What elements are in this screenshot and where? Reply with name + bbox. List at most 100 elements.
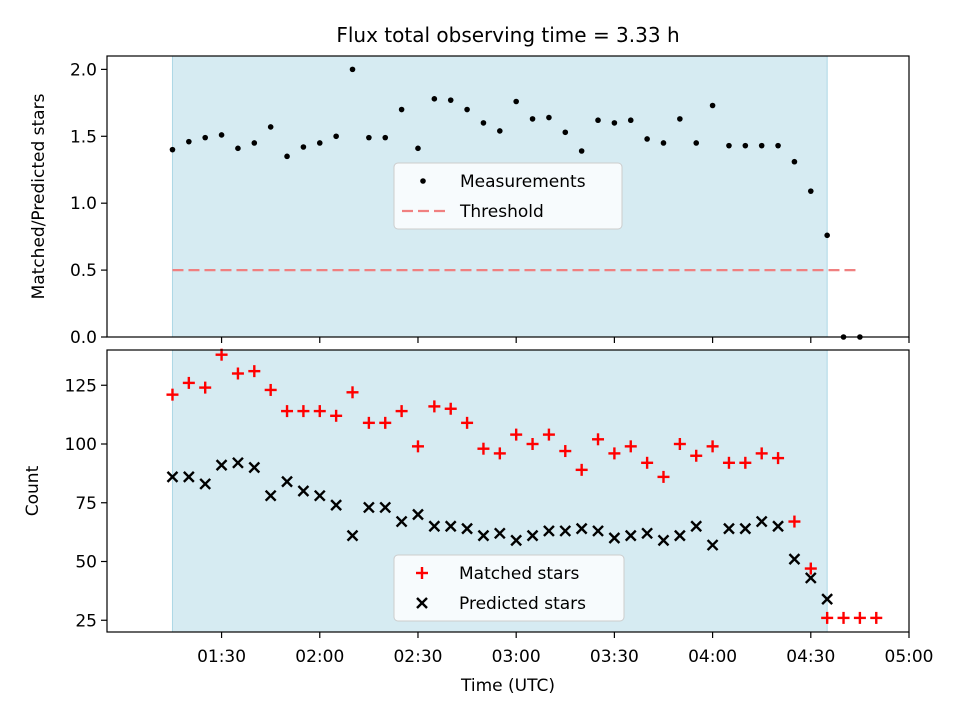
matched-star-point (281, 405, 294, 418)
predicted-star-point (739, 522, 752, 535)
predicted-star-point (395, 515, 408, 528)
measurement-point (235, 145, 241, 152)
measurement-point (726, 142, 732, 149)
predicted-star-point (755, 515, 768, 528)
counts-panel: 25 50 75 100 125 01:30 02:00 02:30 03:00 03:30 04… (23, 348, 934, 696)
measurement-point (480, 120, 487, 126)
measurement-point (398, 106, 405, 113)
matched-star-point (215, 348, 228, 361)
matched-star-point (559, 445, 572, 458)
y-tick-label: 1.5 (70, 127, 97, 147)
predicted-star-point (690, 520, 703, 533)
predicted-star-point (313, 489, 326, 502)
measurement-point (529, 116, 536, 122)
measurement-point (627, 117, 634, 124)
matched-star-point (444, 402, 457, 415)
x-tick-label: 04:00 (688, 647, 737, 667)
matched-star-point (870, 611, 883, 624)
measurement-point (693, 140, 700, 146)
measurement-point (644, 136, 650, 142)
measurement-point (742, 142, 749, 149)
legend-predicted-marker (416, 597, 428, 609)
matched-star-point (461, 416, 474, 429)
measurement-point (595, 117, 601, 124)
predicted-star-point (248, 461, 261, 474)
predicted-star-point (706, 539, 719, 551)
y-tick-label: 50 (75, 553, 97, 573)
counts-legend: Matched stars Predicted stars (393, 554, 625, 622)
measurement-point (709, 102, 716, 109)
y-tick-label: 100 (65, 435, 97, 455)
matched-star-point (837, 611, 850, 624)
legend-matched-label: Matched stars (459, 564, 579, 584)
measurement-point (169, 146, 176, 153)
measurement-point (660, 140, 667, 146)
predicted-star-point (166, 471, 179, 483)
predicted-star-point (592, 525, 604, 537)
matched-star-point (297, 405, 310, 418)
matched-star-point (542, 428, 555, 441)
matched-star-point (657, 470, 670, 483)
matched-star-point (411, 440, 424, 453)
x-tick-label: 02:30 (393, 647, 442, 667)
predicted-star-point (444, 520, 457, 533)
x-tick-label: 01:30 (197, 647, 246, 667)
predicted-star-point (182, 471, 195, 483)
measurement-point (562, 129, 569, 136)
measurement-point (677, 116, 683, 122)
predicted-star-point (215, 459, 228, 471)
matched-star-point (379, 416, 392, 429)
counts-plot-frame (106, 349, 910, 633)
x-tick-label: 05:00 (885, 647, 934, 667)
predicted-star-point (526, 529, 539, 542)
predicted-star-point (330, 499, 342, 511)
matched-star-point (788, 515, 801, 528)
x-tick-label: 03:30 (590, 647, 639, 667)
matched-star-point (264, 383, 277, 396)
predicted-star-point (723, 522, 735, 535)
predicted-star-point (461, 522, 473, 535)
ratio-panel: 0.00.51.01.52.0 Matched/Predicted stars … (29, 55, 910, 348)
matched-stars-points (166, 348, 883, 624)
legend-predicted-label: Predicted stars (459, 594, 586, 614)
matched-star-point (346, 386, 359, 399)
predicted-star-point (772, 520, 784, 533)
measurement-point (284, 153, 290, 160)
measurement-point (824, 232, 830, 239)
x-axis-label: Time (UTC) (460, 676, 555, 696)
predicted-star-point (297, 485, 310, 497)
predicted-star-point (477, 529, 490, 542)
measurement-point (202, 134, 209, 141)
measurement-point (366, 134, 372, 141)
measurement-point (251, 140, 258, 146)
measurement-point (415, 145, 421, 152)
matched-star-point (510, 428, 523, 441)
measurement-point (267, 124, 274, 130)
legend-measurements-label: Measurements (460, 172, 586, 192)
matched-star-point (182, 376, 195, 389)
measurement-point (513, 98, 519, 105)
predicted-star-point (543, 525, 555, 537)
matched-star-point (722, 456, 735, 469)
ratio-y-axis: 0.0 0.5 1.0 1.5 2.0 (70, 60, 107, 348)
matched-star-point (428, 400, 441, 413)
predicted-star-point (821, 593, 834, 605)
matched-star-point (362, 416, 375, 429)
predicted-star-point (199, 478, 212, 490)
predicted-star-point (608, 532, 621, 544)
predicted-star-point (657, 534, 670, 547)
x-tick-label: 02:00 (295, 647, 344, 667)
matched-star-point (493, 447, 506, 460)
y-tick-label: 75 (75, 494, 97, 514)
predicted-stars-points (166, 456, 834, 605)
matched-star-point (772, 452, 785, 465)
matched-star-point (330, 409, 343, 422)
predicted-star-point (428, 520, 441, 533)
predicted-star-point (346, 529, 359, 542)
measurement-point (775, 142, 781, 149)
predicted-star-point (264, 489, 277, 502)
ratio-plot-frame (106, 55, 910, 338)
measurement-point (447, 97, 454, 103)
x-tick-label: 03:00 (492, 647, 541, 667)
